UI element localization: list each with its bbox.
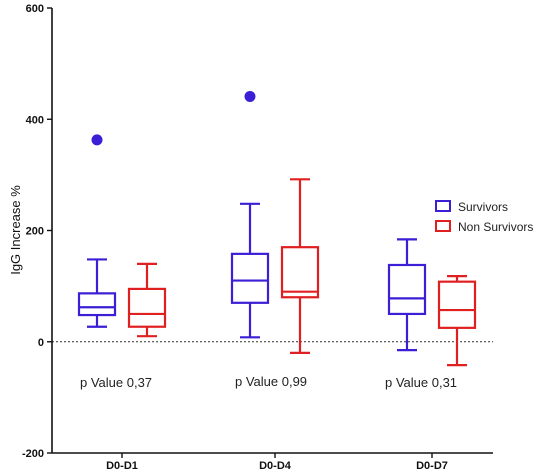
box-iqr bbox=[387, 263, 427, 316]
box-iqr bbox=[77, 292, 117, 317]
box-series bbox=[77, 90, 477, 367]
axes bbox=[47, 7, 493, 458]
box-non-survivors-d0-d7 bbox=[437, 275, 477, 367]
legend-label: Non Survivors bbox=[458, 220, 533, 234]
p-value-label: p Value 0,37 bbox=[80, 375, 152, 390]
p-value-label: p Value 0,31 bbox=[385, 375, 457, 390]
box-survivors-d0-d4 bbox=[230, 90, 270, 339]
box-iqr bbox=[230, 252, 270, 304]
x-tick-label: D0-D1 bbox=[106, 460, 138, 472]
legend-swatch bbox=[435, 200, 451, 212]
legend-swatch bbox=[435, 220, 451, 232]
box-iqr bbox=[280, 246, 320, 299]
y-tick-label: 200 bbox=[26, 226, 44, 238]
p-value-label: p Value 0,99 bbox=[235, 374, 307, 389]
p-value-annotations: p Value 0,37 p Value 0,99 p Value 0,31 bbox=[80, 374, 457, 390]
box-non-survivors-d0-d1 bbox=[127, 262, 167, 338]
tick-labels: -200 0 200 400 600 D0-D1 D0-D4 D0-D7 bbox=[22, 3, 448, 472]
y-tick-label: 600 bbox=[26, 3, 44, 15]
y-tick-label: -200 bbox=[22, 448, 44, 460]
legend-label: Survivors bbox=[458, 200, 508, 214]
box-iqr bbox=[437, 280, 477, 329]
y-tick-label: 400 bbox=[26, 114, 44, 126]
legend: Survivors Non Survivors bbox=[435, 200, 533, 234]
outlier-point bbox=[244, 90, 256, 102]
box-survivors-d0-d7 bbox=[387, 238, 427, 352]
box-iqr bbox=[127, 287, 167, 328]
x-tick-label: D0-D4 bbox=[259, 460, 292, 472]
outlier-point bbox=[91, 134, 103, 146]
y-axis-label: IgG Increase % bbox=[8, 185, 23, 275]
x-tick-label: D0-D7 bbox=[416, 460, 448, 472]
box-survivors-d0-d1 bbox=[77, 134, 117, 328]
box-non-survivors-d0-d4 bbox=[280, 178, 320, 354]
y-tick-label: 0 bbox=[38, 337, 44, 349]
